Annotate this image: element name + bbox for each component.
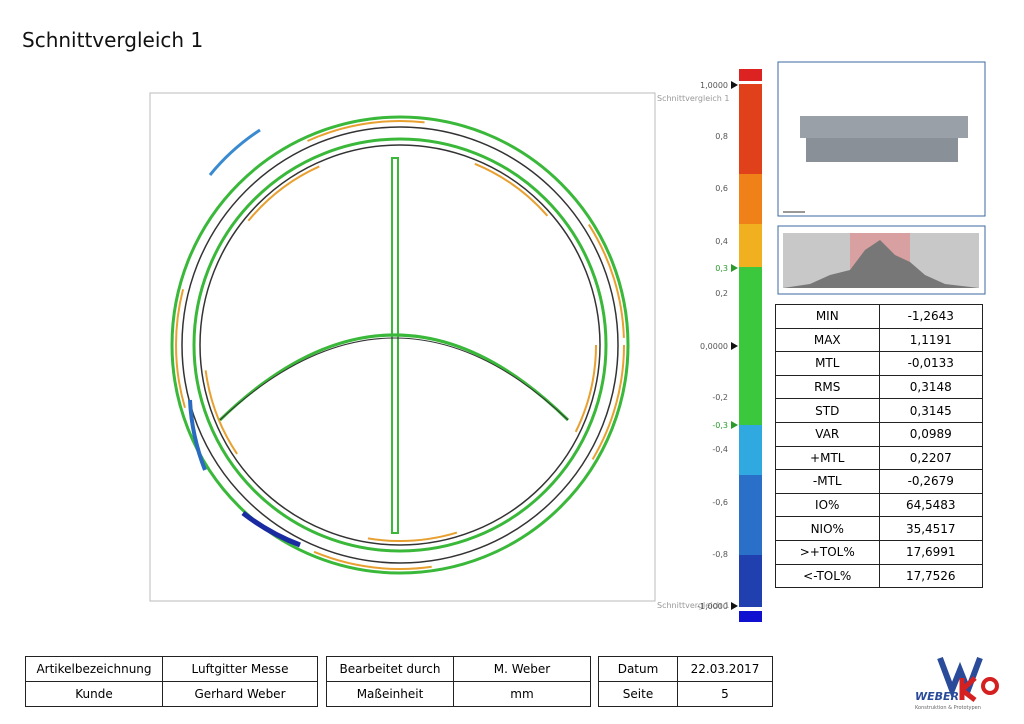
logo: WEBER Konstruktion & Prototypen — [915, 656, 999, 711]
table-row: Maßeinheit mm — [326, 681, 591, 707]
table-row: Datum 22.03.2017 — [598, 656, 773, 682]
table-row: MIN -1,2643 — [775, 304, 983, 329]
scale-label: -0,8 — [712, 550, 728, 559]
table-cell: Maßeinheit — [326, 681, 454, 707]
table-cell: M. Weber — [453, 656, 591, 682]
table-row: -MTL -0,2679 — [775, 469, 983, 494]
table-cell: -0,2679 — [878, 469, 983, 494]
table-cell: Gerhard Weber — [162, 681, 318, 707]
table-cell: >+TOL% — [775, 539, 880, 565]
table-cell: MIN — [775, 304, 880, 329]
table-cell: 35,4517 — [878, 516, 983, 541]
scale-label: 0,6 — [715, 184, 728, 193]
table-cell: <-TOL% — [775, 563, 880, 589]
section-view — [170, 115, 630, 575]
table-cell: 22.03.2017 — [677, 656, 773, 682]
scale-label: 1,0000 — [700, 81, 728, 90]
table-cell: IO% — [775, 492, 880, 518]
view-label: Schnittvergleich 1 — [657, 601, 729, 610]
table-cell: -1,2643 — [878, 304, 983, 329]
table-cell: 0,0989 — [878, 421, 983, 447]
scale-label: -0,3 — [712, 421, 728, 430]
table-cell: 64,5483 — [878, 492, 983, 518]
colorbar-labels: 1,0000 0,8 0,6 0,4 0,3 0,2 0,0000 -0,2 -0,3 -0,4 -… — [697, 81, 738, 611]
scale-label: -0,2 — [712, 393, 728, 402]
scale-label: 0,4 — [715, 237, 728, 246]
table-row: NIO% 35,4517 — [775, 516, 983, 541]
table-cell: +MTL — [775, 445, 880, 471]
part-preview — [777, 61, 986, 217]
table-cell: MAX — [775, 327, 880, 353]
table-row: STD 0,3145 — [775, 398, 983, 423]
scale-marker — [731, 81, 738, 89]
table-cell: Artikelbezeichnung — [25, 656, 163, 682]
table-row: VAR 0,0989 — [775, 421, 983, 447]
table-row: +MTL 0,2207 — [775, 445, 983, 471]
logo-subtitle: Konstruktion & Prototypen — [915, 705, 981, 711]
table-cell: MTL — [775, 351, 880, 376]
scale-label: 0,2 — [715, 289, 728, 298]
table-cell: Datum — [598, 656, 678, 682]
scale-marker — [731, 602, 738, 610]
scale-label: -0,4 — [712, 445, 728, 454]
table-cell: RMS — [775, 374, 880, 400]
table-row: RMS 0,3148 — [775, 374, 983, 400]
scale-marker — [731, 421, 738, 429]
table-cell: 17,6991 — [878, 539, 983, 565]
table-row: Artikelbezeichnung Luftgitter Messe — [25, 656, 318, 682]
page-title: Schnittvergleich 1 — [22, 28, 204, 52]
scale-label: 0,8 — [715, 132, 728, 141]
table-row: Seite 5 — [598, 681, 773, 707]
table-row: IO% 64,5483 — [775, 492, 983, 518]
table-row: MTL -0,0133 — [775, 351, 983, 376]
table-cell: 1,1191 — [878, 327, 983, 353]
view-frame — [149, 92, 656, 602]
scale-label: -0,6 — [712, 498, 728, 507]
table-cell: STD — [775, 398, 880, 423]
logo-text: WEBER — [915, 690, 959, 703]
footer-table: Artikelbezeichnung Luftgitter Messe Kunde G… — [25, 656, 318, 707]
table-cell: -MTL — [775, 469, 880, 494]
table-row: >+TOL% 17,6991 — [775, 539, 983, 565]
table-cell: 5 — [677, 681, 773, 707]
table-cell: VAR — [775, 421, 880, 447]
footer-table: Bearbeitet durch M. Weber Maßeinheit mm — [326, 656, 591, 707]
table-cell: Seite — [598, 681, 678, 707]
stats-table: MIN -1,2643 MAX 1,1191 MTL -0,0133 RMS 0,3148 ST… — [775, 304, 983, 589]
scale-marker — [731, 264, 738, 272]
table-row: <-TOL% 17,7526 — [775, 563, 983, 589]
table-cell: -0,0133 — [878, 351, 983, 376]
table-cell: Bearbeitet durch — [326, 656, 454, 682]
table-cell: 0,2207 — [878, 445, 983, 471]
table-cell: Kunde — [25, 681, 163, 707]
histogram-preview — [777, 225, 986, 295]
table-cell: NIO% — [775, 516, 880, 541]
table-cell: 0,3145 — [878, 398, 983, 423]
table-row: Kunde Gerhard Weber — [25, 681, 318, 707]
footer-table: Datum 22.03.2017 Seite 5 — [598, 656, 773, 707]
table-row: MAX 1,1191 — [775, 327, 983, 353]
table-cell: 0,3148 — [878, 374, 983, 400]
table-row: Bearbeitet durch M. Weber — [326, 656, 591, 682]
view-label: Schnittvergleich 1 — [657, 94, 729, 103]
table-cell: Luftgitter Messe — [162, 656, 318, 682]
table-cell: 17,7526 — [878, 563, 983, 589]
colorbar — [739, 69, 762, 622]
scale-marker — [731, 342, 738, 350]
table-cell: mm — [453, 681, 591, 707]
scale-label: 0,0000 — [700, 342, 728, 351]
scale-label: -1,0000 — [697, 602, 728, 611]
scale-label: 0,3 — [715, 264, 728, 273]
